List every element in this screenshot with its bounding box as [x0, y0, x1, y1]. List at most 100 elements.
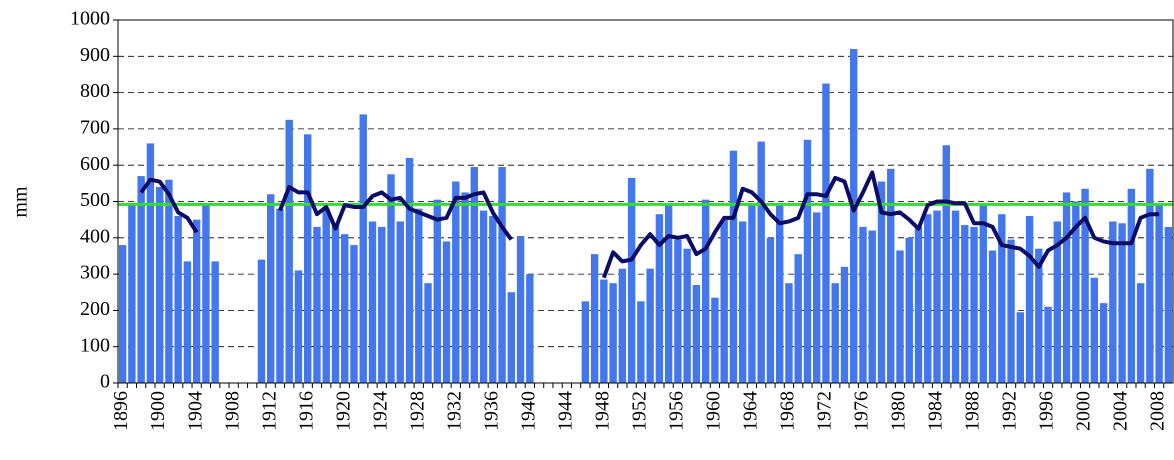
- bar: [313, 226, 321, 383]
- bar: [1062, 192, 1071, 383]
- bar: [1081, 188, 1089, 383]
- bar: [905, 237, 913, 383]
- bar: [387, 174, 395, 383]
- bar: [785, 283, 793, 383]
- bar: [1155, 205, 1163, 383]
- bar: [155, 186, 164, 383]
- bar: [942, 145, 950, 383]
- x-tick-label: 1964: [740, 391, 762, 431]
- bar: [720, 219, 728, 383]
- bar: [618, 268, 627, 383]
- plot-border: [117, 19, 1174, 384]
- bar: [350, 245, 358, 383]
- x-tick-label: 1904: [184, 391, 206, 431]
- bar: [257, 259, 266, 383]
- bar: [433, 199, 441, 383]
- x-tick-label: 1984: [925, 391, 947, 431]
- bar: [627, 177, 636, 383]
- x-tick-label: 1920: [332, 391, 354, 431]
- bar: [1016, 312, 1025, 383]
- bar: [961, 225, 969, 383]
- bar: [850, 49, 858, 383]
- x-tick-label: 1900: [147, 391, 169, 431]
- bar: [341, 234, 349, 383]
- bar: [794, 254, 802, 383]
- bar: [803, 139, 812, 383]
- y-tick-label: 600: [80, 153, 110, 175]
- bar: [970, 226, 978, 383]
- bar: [165, 179, 173, 383]
- bar: [1109, 221, 1117, 383]
- x-tick-label: 1968: [777, 391, 799, 431]
- x-tick-label: 1996: [1036, 391, 1058, 431]
- bar: [979, 205, 987, 383]
- bar: [877, 181, 886, 383]
- bar: [933, 210, 941, 383]
- bar: [1072, 201, 1080, 383]
- y-tick-label: 800: [80, 80, 110, 102]
- bar: [701, 199, 710, 383]
- bar: [331, 223, 340, 383]
- bar: [868, 230, 876, 383]
- bar: [1164, 226, 1173, 383]
- bar: [192, 219, 201, 383]
- bar: [822, 83, 830, 384]
- y-tick-label: 1000: [70, 8, 110, 30]
- bar: [896, 250, 904, 383]
- x-tick-label: 1924: [369, 391, 391, 431]
- x-tick-label: 1940: [517, 391, 539, 431]
- bar: [461, 192, 469, 383]
- bar: [146, 143, 155, 383]
- bar: [516, 235, 525, 383]
- moving-average-line: [139, 170, 1160, 279]
- bar: [924, 214, 932, 383]
- y-axis-label: mm: [10, 186, 32, 218]
- bar: [526, 274, 534, 383]
- bar: [887, 168, 895, 383]
- bar: [609, 283, 617, 383]
- x-tick-label: 1928: [406, 391, 428, 431]
- bar: [470, 167, 478, 383]
- y-tick-label: 500: [80, 189, 110, 211]
- y-tick-label: 400: [80, 225, 110, 247]
- bar: [859, 226, 867, 383]
- bar: [655, 214, 664, 383]
- bar: [1136, 283, 1145, 383]
- bar: [452, 181, 460, 383]
- bar: [1025, 216, 1034, 383]
- bar: [711, 297, 719, 383]
- bar: [757, 141, 765, 383]
- x-tick-label: 2008: [1147, 391, 1169, 431]
- bar: [424, 283, 432, 383]
- bar: [998, 214, 1006, 383]
- bar: [988, 250, 997, 383]
- bar: [1044, 306, 1052, 383]
- x-tick-label: 1944: [554, 391, 576, 431]
- x-tick-label: 1896: [110, 391, 132, 431]
- bar: [415, 208, 423, 383]
- bar: [729, 150, 738, 383]
- bar: [637, 301, 645, 383]
- bar: [1099, 303, 1108, 383]
- bar: [674, 239, 682, 383]
- bar: [137, 176, 145, 383]
- bar: [479, 210, 488, 383]
- bar: [1127, 188, 1136, 383]
- bar: [211, 261, 219, 383]
- x-tick-label: 1956: [665, 391, 687, 431]
- bar: [285, 119, 293, 383]
- bar: [1053, 221, 1062, 383]
- bar: [951, 210, 960, 383]
- x-tick-label: 1916: [295, 391, 317, 431]
- bar: [590, 254, 599, 383]
- x-tick-label: 1936: [480, 391, 502, 431]
- y-tick-label: 700: [80, 116, 110, 138]
- y-tick-label: 900: [80, 44, 110, 66]
- bar: [202, 203, 210, 383]
- x-tick-label: 1976: [851, 391, 873, 431]
- x-tick-label: 1912: [258, 391, 280, 431]
- bar: [442, 241, 451, 383]
- bar: [748, 205, 756, 383]
